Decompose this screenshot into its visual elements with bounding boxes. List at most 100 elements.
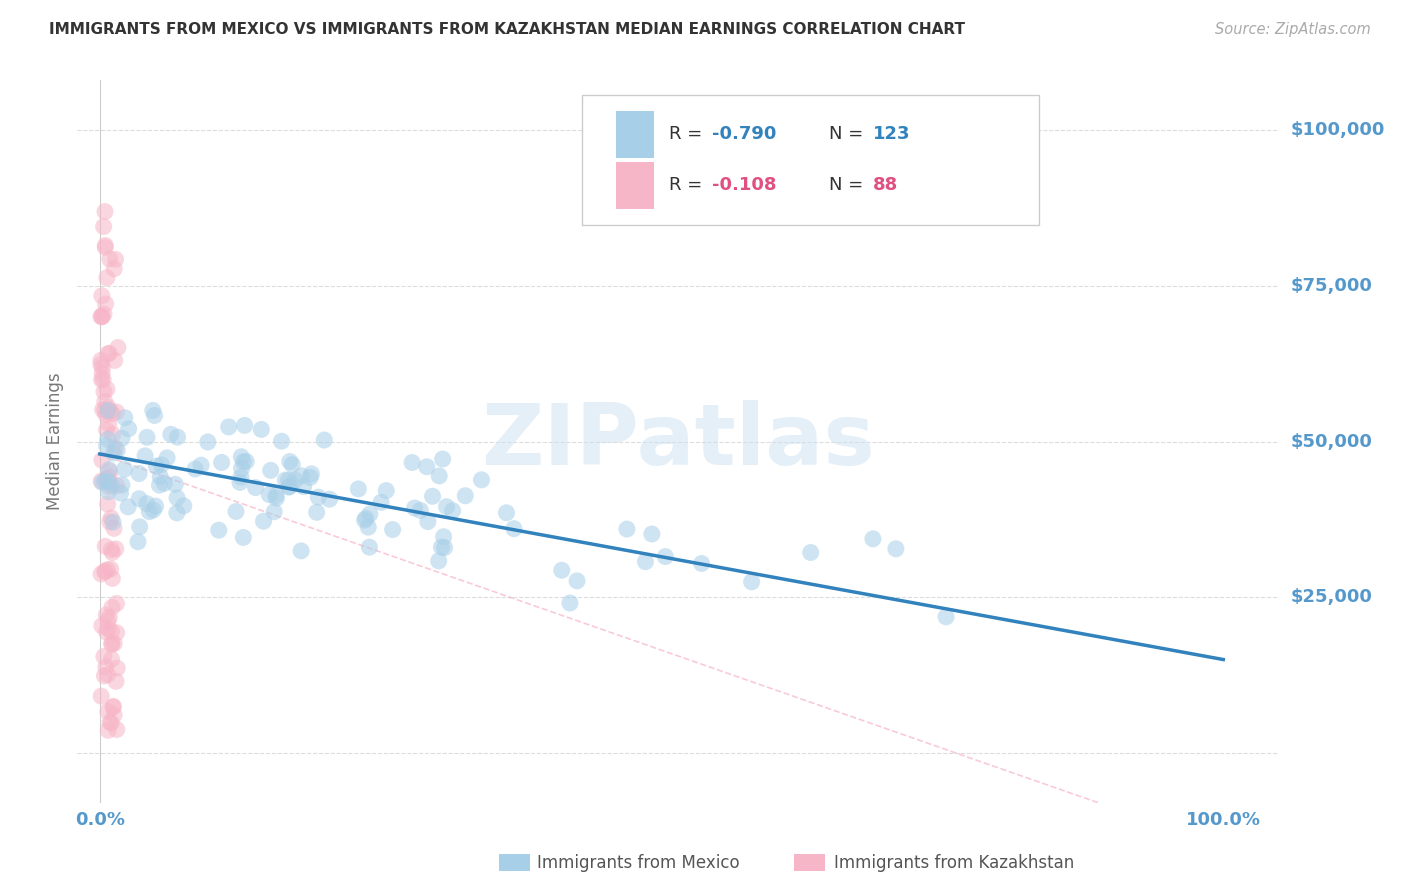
Point <box>173 499 195 513</box>
Point <box>404 501 426 516</box>
Point <box>190 458 212 472</box>
Point <box>94 240 117 254</box>
Point <box>142 403 165 417</box>
FancyBboxPatch shape <box>582 95 1039 225</box>
Point <box>690 557 713 571</box>
Point <box>259 488 281 502</box>
Point <box>105 661 128 675</box>
Point <box>97 401 120 415</box>
Point <box>98 464 121 478</box>
Point <box>103 261 125 276</box>
Text: Immigrants from Kazakhstan: Immigrants from Kazakhstan <box>834 854 1074 871</box>
Text: Source: ZipAtlas.com: Source: ZipAtlas.com <box>1215 22 1371 37</box>
Text: 88: 88 <box>873 176 898 194</box>
Point <box>97 705 120 719</box>
Point <box>862 532 884 546</box>
Point <box>153 476 176 491</box>
Point <box>134 449 156 463</box>
Point <box>98 715 121 730</box>
Point <box>110 486 132 500</box>
Point <box>616 522 638 536</box>
Point <box>184 462 207 476</box>
Text: R =: R = <box>669 126 707 144</box>
Point <box>91 402 114 417</box>
Point <box>90 474 112 488</box>
Point <box>98 610 121 624</box>
Point <box>101 407 124 421</box>
Point <box>93 669 115 683</box>
Point <box>290 468 312 483</box>
Point <box>104 353 127 368</box>
Point <box>409 503 432 517</box>
Point <box>433 541 456 555</box>
Point <box>100 624 122 639</box>
Point <box>94 297 117 311</box>
Point <box>427 554 450 568</box>
Point <box>90 373 112 387</box>
Point <box>94 660 117 674</box>
Point <box>441 504 464 518</box>
Point <box>96 607 118 622</box>
Point <box>117 500 139 514</box>
Point <box>250 422 273 436</box>
Point <box>128 520 150 534</box>
Point <box>884 541 907 556</box>
Point <box>103 446 125 460</box>
Point <box>165 477 187 491</box>
Text: -0.790: -0.790 <box>711 126 776 144</box>
Text: -0.108: -0.108 <box>711 176 776 194</box>
Point <box>225 504 247 518</box>
Point <box>101 545 124 559</box>
Point <box>93 307 115 321</box>
Point <box>143 409 166 423</box>
Point <box>90 289 112 303</box>
Point <box>142 503 165 517</box>
Point <box>401 456 423 470</box>
Point <box>359 540 381 554</box>
Point <box>149 469 172 483</box>
Point <box>107 341 129 355</box>
Point <box>90 619 112 633</box>
Point <box>274 473 297 487</box>
Point <box>114 462 136 476</box>
Point <box>197 435 219 450</box>
Point <box>935 610 957 624</box>
Point <box>104 442 127 456</box>
Point <box>101 636 124 650</box>
Point <box>101 600 124 615</box>
Point <box>96 472 118 486</box>
Point <box>454 489 477 503</box>
Point <box>97 667 120 681</box>
Point <box>347 482 370 496</box>
Point <box>231 461 253 475</box>
Point <box>98 252 121 266</box>
Point <box>91 360 114 375</box>
Point <box>235 454 257 468</box>
Point <box>166 506 188 520</box>
Point <box>94 238 117 252</box>
Point <box>641 527 664 541</box>
Point <box>160 427 183 442</box>
Point <box>218 420 240 434</box>
Point <box>270 434 292 449</box>
Point <box>305 505 328 519</box>
Point <box>127 534 149 549</box>
Point <box>359 507 381 521</box>
Point <box>145 499 167 513</box>
Point <box>100 542 122 557</box>
Text: R =: R = <box>669 176 707 194</box>
Point <box>98 346 121 360</box>
Point <box>90 358 112 372</box>
Point <box>91 372 114 386</box>
Point <box>100 716 122 731</box>
Text: IMMIGRANTS FROM MEXICO VS IMMIGRANTS FROM KAZAKHSTAN MEDIAN EARNINGS CORRELATION: IMMIGRANTS FROM MEXICO VS IMMIGRANTS FRO… <box>49 22 965 37</box>
Point <box>495 506 517 520</box>
Point <box>96 563 118 577</box>
Point <box>266 491 288 505</box>
Point <box>94 565 117 579</box>
Point <box>90 566 112 581</box>
Point <box>436 500 458 514</box>
Point <box>245 481 267 495</box>
Point <box>800 545 823 559</box>
Point <box>96 625 118 640</box>
